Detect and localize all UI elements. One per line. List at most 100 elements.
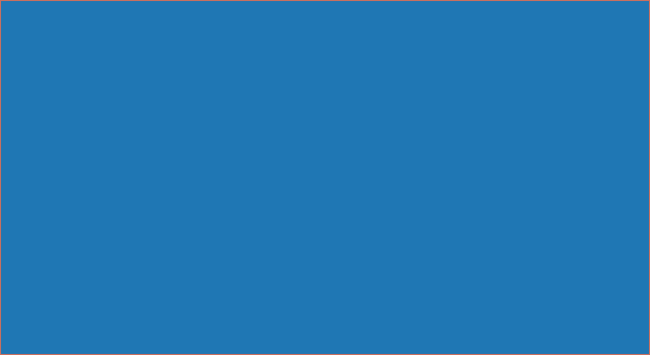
Bar <box>0 337 650 355</box>
Text: Starting an Analysis: Starting an Analysis <box>293 22 384 31</box>
Text: FoldPats:: FoldPats: <box>213 70 254 79</box>
Bar <box>148 88 208 102</box>
Text: 16: 16 <box>532 216 542 225</box>
Text: E: E <box>447 123 452 132</box>
Text: 212: 212 <box>408 216 423 225</box>
Text: Totals Metric: 776,458.0  Count: 776,458.0  First: 161.638ms  Last: 366,864.086m: Totals Metric: 776,458.0 Count: 776,458.… <box>103 38 506 47</box>
Bar <box>6 136 644 155</box>
Bar <box>0 20 650 36</box>
Bar <box>0 0 650 20</box>
Bar <box>598 339 644 353</box>
Bar <box>363 69 436 82</box>
Text: GroupPats:: GroupPats: <box>2 70 51 79</box>
Text: clr!CoTemplate_ch: clr!CoTemplate_ch <box>35 178 116 187</box>
Text: Caller-Callee ?: Caller-Callee ? <box>64 90 127 99</box>
Text: Cancel: Cancel <box>604 340 638 350</box>
Bar <box>2 339 557 353</box>
Text: 0.0: 0.0 <box>430 216 443 225</box>
Bar <box>266 88 321 102</box>
Text: ✓: ✓ <box>33 197 40 206</box>
Text: 0: 0 <box>484 140 489 149</box>
Text: 16: 16 <box>532 197 542 206</box>
Text: Stack View Help (F1: Stack View Help (F1 <box>88 22 178 31</box>
Text: 0: 0 <box>499 235 504 244</box>
Text: Event Microsoft-Windows-DotNETRuntime/Contention/Start: Event Microsoft-Windows-DotNETRuntime/Co… <box>19 140 276 149</box>
Text: Ii: Ii <box>407 123 412 132</box>
Text: 0.000: 0.000 <box>33 54 59 63</box>
Text: File: File <box>5 22 20 31</box>
Bar <box>0 52 650 68</box>
Text: 212,552.: 212,552. <box>367 216 402 225</box>
Text: 27.4: 27.4 <box>338 140 356 149</box>
Text: 0.0: 0.0 <box>430 159 443 168</box>
Text: 27.4: 27.4 <box>338 216 356 225</box>
Text: ∨: ∨ <box>638 54 644 63</box>
Text: 155: 155 <box>515 159 530 168</box>
Text: 155: 155 <box>515 178 530 187</box>
Text: clr!AwareLock::Contention: clr!AwareLock::Contention <box>43 197 158 206</box>
Text: +: + <box>8 159 16 169</box>
Text: clr!JITutil_MonReliableContention: clr!JITutil_MonReliableContention <box>51 216 194 225</box>
Text: V: V <box>514 123 520 132</box>
Text: 212: 212 <box>408 197 423 206</box>
Text: Name: Name <box>8 123 38 132</box>
Text: ∨: ∨ <box>203 54 209 63</box>
Text: 0: 0 <box>448 159 453 168</box>
Text: derstanding Perf D: derstanding Perf D <box>190 22 275 31</box>
Text: 155: 155 <box>515 197 530 206</box>
Text: 27.4: 27.4 <box>338 235 356 244</box>
Text: 155: 155 <box>515 140 530 149</box>
Text: 366: 366 <box>550 235 565 244</box>
Text: ✓: ✓ <box>25 178 32 187</box>
Bar <box>0 84 650 102</box>
Bar <box>6 193 644 212</box>
Text: Callees ?: Callees ? <box>270 90 310 99</box>
Bar <box>30 53 98 66</box>
Text: ^Process%: ^Process% <box>487 70 534 79</box>
Text: F: F <box>498 123 503 132</box>
Text: 0: 0 <box>484 178 489 187</box>
Text: Inc ?: Inc ? <box>366 123 385 132</box>
Text: 16: 16 <box>532 178 542 187</box>
Bar <box>16 159 25 168</box>
Text: +: + <box>16 178 24 188</box>
Text: 212,552.: 212,552. <box>367 140 402 149</box>
Text: 366: 366 <box>550 197 565 206</box>
Bar <box>6 212 644 231</box>
Text: clr!EtwCallout: clr!EtwCallout <box>27 159 88 168</box>
Text: 0: 0 <box>499 178 504 187</box>
Bar <box>6 155 644 174</box>
Bar <box>2 37 36 50</box>
Bar <box>66 37 100 50</box>
Bar <box>255 69 318 82</box>
Text: 0: 0 <box>448 197 453 206</box>
Text: Tips: Tips <box>505 22 523 31</box>
Text: ✓: ✓ <box>17 159 24 168</box>
Text: 16: 16 <box>532 159 542 168</box>
Bar <box>8 140 17 149</box>
Text: ∨: ∨ <box>96 54 101 63</box>
Bar <box>210 86 265 102</box>
Text: 16: 16 <box>532 235 542 244</box>
Text: ∨: ∨ <box>316 70 322 79</box>
Text: 27.: 27. <box>430 140 443 149</box>
Bar <box>324 88 368 102</box>
Text: Notes ?: Notes ? <box>328 90 360 99</box>
Text: Update: Update <box>4 38 34 47</box>
Text: 0: 0 <box>466 235 471 244</box>
Text: 155: 155 <box>515 216 530 225</box>
Bar <box>0 68 650 84</box>
Bar <box>38 37 64 50</box>
Text: ✓: ✓ <box>41 216 48 225</box>
Text: 366: 366 <box>550 178 565 187</box>
Text: E: E <box>465 123 470 132</box>
Text: 212: 212 <box>408 159 423 168</box>
Text: 212: 212 <box>448 140 463 149</box>
Text: 16: 16 <box>532 140 542 149</box>
Text: 212: 212 <box>466 140 481 149</box>
Text: HighContention!HighContention.Program.<Main>b_2(): HighContention!HighContention.Program.<M… <box>59 235 299 244</box>
Text: 212,552.: 212,552. <box>367 235 402 244</box>
Text: Back: Back <box>41 38 61 47</box>
Text: IncPats:: IncPats: <box>325 70 360 79</box>
Text: 212: 212 <box>408 140 423 149</box>
